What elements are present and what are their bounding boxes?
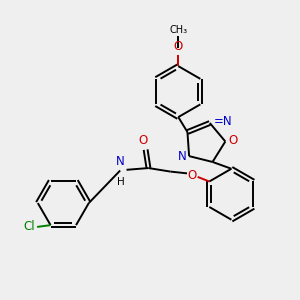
Text: O: O: [138, 134, 147, 147]
Text: H: H: [117, 177, 125, 187]
Text: =N: =N: [214, 115, 233, 128]
Text: N: N: [116, 155, 125, 168]
Text: CH₃: CH₃: [169, 25, 188, 35]
Text: O: O: [174, 40, 183, 53]
Text: Cl: Cl: [24, 220, 35, 233]
Text: O: O: [229, 134, 238, 147]
Text: N: N: [178, 150, 186, 163]
Text: O: O: [188, 169, 197, 182]
